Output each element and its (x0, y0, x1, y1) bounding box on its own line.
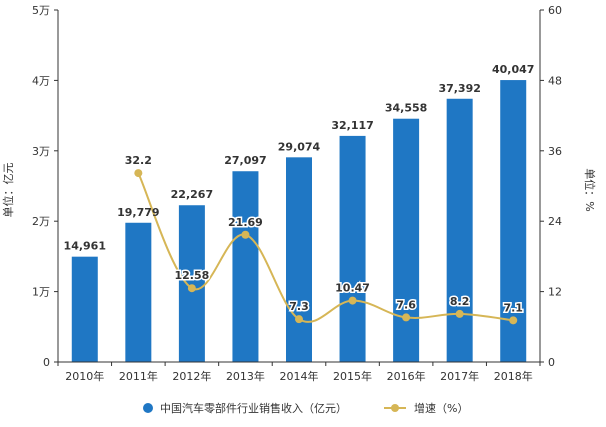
legend-bar-label: 中国汽车零部件行业销售收入（亿元） (160, 401, 347, 415)
y-left-tick-label-1: 1万 (32, 286, 50, 299)
bar-label-2: 22,267 (171, 188, 213, 201)
y-right-tick-label-3: 36 (548, 145, 562, 158)
bar-3 (232, 171, 259, 362)
growth-label-2: 12.58 (174, 269, 209, 282)
y-left-tick-label-3: 3万 (32, 145, 50, 158)
legend-line-label: 增速（%） (414, 401, 468, 415)
y-right-tick-label-2: 24 (548, 215, 562, 228)
growth-point-8 (509, 316, 518, 325)
bar-4 (286, 157, 312, 362)
bar-1 (125, 222, 152, 362)
x-tick-label-1: 2011年 (119, 369, 158, 383)
bar-label-3: 27,097 (224, 154, 266, 167)
bar-label-6: 34,558 (385, 102, 427, 115)
x-tick-label-3: 2013年 (226, 369, 265, 383)
legend-bar-marker (143, 403, 153, 413)
x-tick-label-7: 2017年 (440, 369, 479, 383)
y-right-tick-label-5: 60 (548, 4, 562, 17)
growth-label-7: 8.2 (450, 295, 470, 308)
bar-label-4: 29,074 (278, 140, 321, 153)
x-tick-label-6: 2016年 (387, 369, 426, 383)
y-left-axis-title: 单位：亿元 (1, 163, 15, 218)
axes-layer: 0 1万 2万 3万 4万 5万 0 12 24 36 48 60 2010年 2011年 2012年 201… (1, 4, 597, 383)
bar-6 (393, 118, 420, 363)
legend-line-dot (391, 404, 399, 412)
line-layer (134, 169, 518, 325)
growth-point-5 (348, 296, 357, 305)
bar-label-1: 19,779 (117, 206, 159, 219)
growth-label-6: 7.6 (396, 298, 416, 311)
x-tick-label-2: 2012年 (172, 369, 211, 383)
growth-label-4: 7.3 (289, 300, 309, 313)
bar-5 (339, 135, 366, 362)
x-tick-label-8: 2018年 (494, 369, 533, 383)
x-tick-label-4: 2014年 (280, 369, 319, 383)
bar-7 (446, 98, 473, 363)
growth-label-8: 7.1 (503, 301, 523, 314)
growth-point-4 (295, 315, 303, 324)
y-left-tick-label-2: 2万 (32, 215, 50, 228)
bar-label-8: 40,047 (492, 63, 534, 76)
bar-0 (71, 256, 98, 362)
y-right-tick-label-0: 0 (548, 356, 555, 369)
growth-label-5: 10.47 (335, 282, 370, 295)
y-left-tick-label-0: 0 (43, 356, 50, 369)
bars-layer (71, 80, 527, 363)
growth-label-1: 32.2 (125, 154, 152, 167)
growth-point-1 (134, 169, 143, 178)
growth-point-2 (187, 284, 196, 293)
bar-label-7: 37,392 (438, 82, 480, 95)
y-left-tick-label-5: 5万 (32, 4, 50, 17)
labels-layer: 14,961 19,779 22,267 27,097 29,074 32,117 34,5… (64, 63, 535, 316)
y-left-tick-label-4: 4万 (32, 74, 50, 87)
growth-label-3: 21.69 (228, 216, 263, 229)
x-tick-label-5: 2015年 (333, 369, 372, 383)
bar-2 (178, 205, 205, 362)
growth-point-3 (241, 230, 250, 239)
bar-label-0: 14,961 (64, 240, 106, 253)
y-right-tick-label-1: 12 (548, 286, 562, 299)
bar-8 (500, 80, 527, 362)
legend-layer: 中国汽车零部件行业销售收入（亿元） 增速（%） (143, 401, 468, 415)
y-right-axis-title: 单位：% (583, 168, 597, 211)
y-right-tick-label-4: 48 (548, 74, 562, 87)
bar-label-5: 32,117 (331, 119, 373, 132)
growth-point-7 (455, 309, 464, 318)
x-tick-label-0: 2010年 (65, 369, 104, 383)
growth-point-6 (402, 313, 411, 322)
